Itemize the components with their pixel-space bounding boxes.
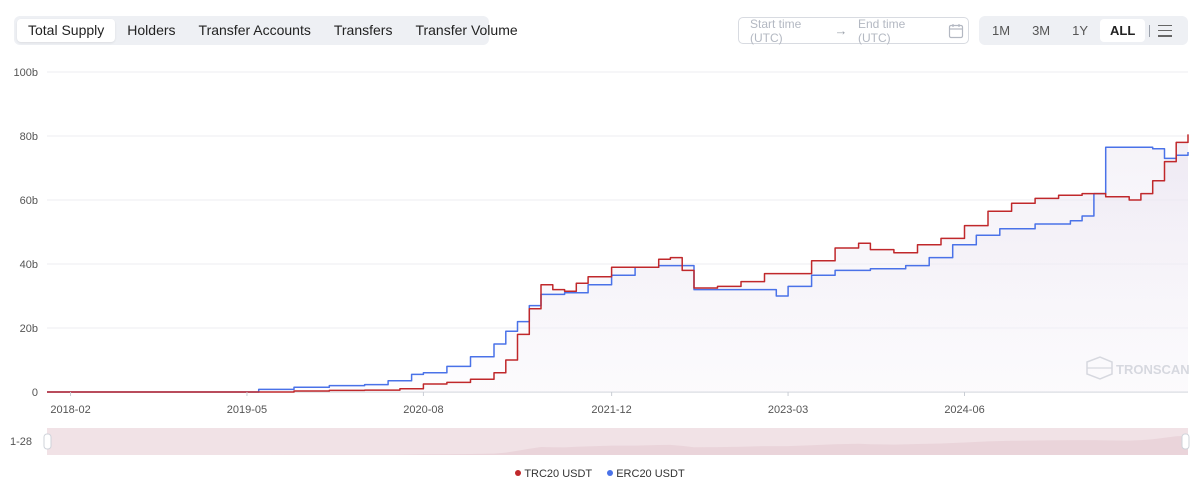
tab-transfer-accounts[interactable]: Transfer Accounts xyxy=(198,22,311,38)
tronscan-logo-icon xyxy=(1086,356,1113,380)
end-time-input[interactable]: End time (UTC) xyxy=(858,16,906,45)
date-range-picker[interactable]: Start time (UTC) → End time (UTC) xyxy=(738,16,969,45)
legend-dot xyxy=(515,470,522,476)
tab-transfer-volume[interactable]: Transfer Volume xyxy=(415,22,518,38)
legend-label: TRC20 USDT xyxy=(524,468,593,480)
period-3m-button[interactable]: 3M xyxy=(1032,23,1051,38)
legend: TRC20 USDT ERC20 USDT xyxy=(0,468,1200,480)
calendar-icon[interactable] xyxy=(948,23,964,39)
menu-icon[interactable] xyxy=(1158,24,1173,37)
tab-transfers[interactable]: Transfers xyxy=(333,22,393,38)
slider-left-handle[interactable] xyxy=(43,433,52,450)
legend-label: ERC20 USDT xyxy=(616,468,685,480)
slider-overview xyxy=(47,435,1188,455)
arrow-right-icon: → xyxy=(834,23,848,38)
slider-right-handle[interactable] xyxy=(1181,433,1190,450)
x-tick-label: 2021-12 xyxy=(591,404,631,416)
period-1m-button[interactable]: 1M xyxy=(992,23,1011,38)
y-tick-label: 80b xyxy=(20,131,38,143)
start-time-input[interactable]: Start time (UTC) xyxy=(750,16,802,45)
x-tick-label: 2023-03 xyxy=(768,404,808,416)
x-tick-label: 2019-05 xyxy=(227,404,267,416)
tab-total-supply[interactable]: Total Supply xyxy=(17,19,116,42)
legend-item-trc20[interactable]: TRC20 USDT xyxy=(515,468,592,480)
x-tick-label: 2018-02 xyxy=(50,404,90,416)
series-line-trc20[interactable] xyxy=(47,134,1189,393)
period-1y-button[interactable]: 1Y xyxy=(1072,23,1089,38)
slider-start-label: 1-28 xyxy=(10,436,32,448)
y-tick-label: 40b xyxy=(20,259,38,271)
legend-dot xyxy=(607,470,614,476)
series-area-erc20 xyxy=(47,147,1188,392)
y-tick-label: 100b xyxy=(14,67,38,79)
period-all-button[interactable]: ALL xyxy=(1100,19,1146,42)
y-tick-label: 60b xyxy=(20,195,38,207)
y-tick-label: 0 xyxy=(32,387,38,399)
range-slider[interactable]: 1-28 xyxy=(10,428,1190,455)
y-tick-label: 20b xyxy=(20,323,38,335)
x-tick-label: 2020-08 xyxy=(403,404,443,416)
legend-item-erc20[interactable]: ERC20 USDT xyxy=(607,468,685,480)
metric-tabs: Total Supply Holders Transfer Accounts T… xyxy=(14,16,518,45)
watermark-text: TRONSCAN xyxy=(1116,362,1190,377)
divider xyxy=(1149,24,1151,37)
tronscan-watermark: TRONSCAN xyxy=(1086,356,1190,380)
tab-holders[interactable]: Holders xyxy=(127,22,176,38)
x-tick-label: 2024-06 xyxy=(944,404,984,416)
period-selector: 1M 3M 1Y ALL xyxy=(979,16,1188,45)
